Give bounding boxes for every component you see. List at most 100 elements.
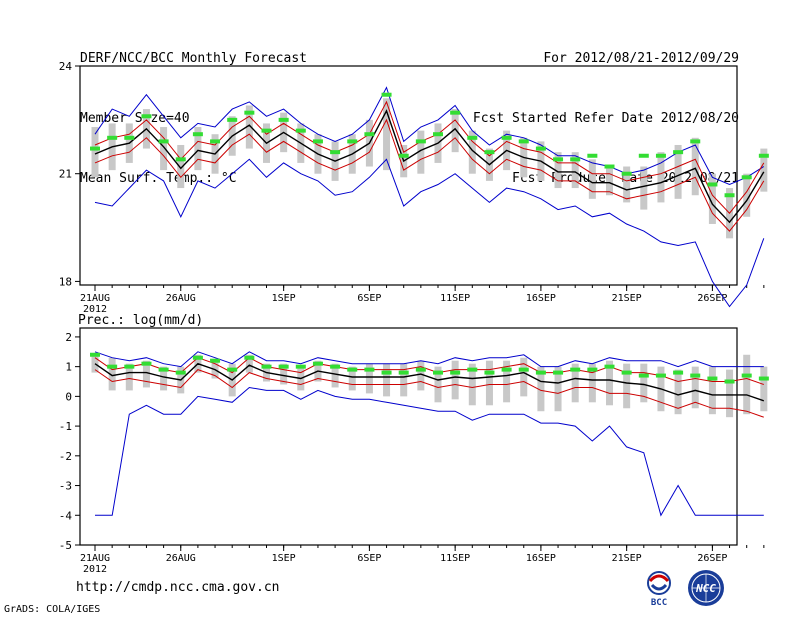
- temp-climate-mark: [278, 117, 289, 122]
- temp-ytick-label: 24: [59, 60, 73, 73]
- temp-ytick-label: 21: [59, 168, 72, 181]
- temp-xtick-label: 11SEP: [440, 293, 470, 304]
- temp-climate-mark: [141, 114, 152, 119]
- temp-spread-box: [245, 105, 253, 149]
- precip-spread-box: [485, 360, 493, 406]
- precip-spread-box: [383, 363, 391, 397]
- precip-climate-mark: [690, 373, 701, 378]
- temp-spread-box: [194, 127, 202, 171]
- precip-climate-mark: [347, 367, 358, 372]
- temp-climate-mark: [621, 171, 632, 176]
- temp-xtick-label: 21SEP: [612, 293, 642, 304]
- temp-climate-mark: [90, 146, 100, 151]
- chart-title: DERF/NCC/BCC Monthly Forecast: [80, 51, 307, 66]
- temp-climate-mark: [210, 139, 221, 144]
- precip-climate-mark: [210, 358, 221, 363]
- logos: BCC NCC: [647, 570, 724, 608]
- precip-spread-box: [160, 366, 168, 391]
- temp-climate-mark: [312, 139, 323, 144]
- precip-lower-spread-line: [94, 369, 764, 418]
- precip-xtick-label: 26SEP: [697, 553, 727, 564]
- temp-climate-mark: [518, 139, 529, 144]
- temp-lower-spread-line: [94, 118, 765, 232]
- temp-spread-box: [657, 152, 665, 203]
- temp-climate-mark: [758, 153, 769, 158]
- temp-spread-box: [91, 127, 99, 178]
- temp-climate-mark: [158, 139, 169, 144]
- temp-ensemble-mean-line: [94, 109, 765, 224]
- temp-climate-mark: [707, 182, 718, 187]
- precip-climate-mark: [158, 367, 169, 372]
- source-url[interactable]: http://cmdp.ncc.cma.gov.cn: [76, 580, 280, 595]
- temp-climate-mark: [175, 157, 186, 162]
- precip-xtick-label: 21AUG: [80, 553, 110, 564]
- precip-spread-box: [606, 360, 613, 406]
- precip-ensemble-mean-line: [94, 362, 765, 402]
- precip-climate-mark: [330, 364, 341, 369]
- precip-climate-mark: [141, 361, 152, 366]
- temp-spread-box: [743, 173, 751, 217]
- precip-climate-mark: [192, 355, 203, 360]
- precip-climate-mark: [90, 352, 100, 357]
- precip-spread-box: [674, 369, 682, 415]
- precip-spread-box: [125, 363, 133, 391]
- precip-spread-box: [417, 360, 425, 391]
- temp-ensemble-max-line: [94, 86, 765, 186]
- precip-spread-box: [588, 363, 596, 403]
- precip-upper-spread-line: [94, 357, 764, 385]
- precip-spread-box: [91, 354, 99, 373]
- precip-ensemble-max-line: [94, 351, 764, 368]
- precip-climate-mark: [467, 367, 478, 372]
- precip-climate-mark: [553, 370, 564, 375]
- precip-spread-box: [108, 357, 116, 391]
- temp-xtick-label: 6SEP: [357, 293, 381, 304]
- precip-xtick-label: 21SEP: [612, 553, 642, 564]
- precip-spread-box: [280, 363, 288, 385]
- temp-ytick-label: 18: [59, 275, 72, 288]
- precip-climate-mark: [604, 364, 615, 369]
- precip-spread-box: [537, 366, 545, 412]
- temp-spread-box: [640, 166, 648, 210]
- precip-spread-box: [760, 366, 768, 412]
- temp-spread-box: [554, 152, 562, 189]
- temp-xtick-label: 16SEP: [526, 293, 556, 304]
- temp-climate-mark: [295, 128, 306, 133]
- precip-ytick-label: 2: [65, 331, 72, 344]
- precip-climate-mark: [398, 370, 409, 375]
- precip-xtick-label: 11SEP: [440, 553, 470, 564]
- precip-climate-mark: [758, 376, 769, 381]
- temp-spread-box: [606, 166, 613, 196]
- temp-climate-mark: [724, 193, 735, 198]
- temp-climate-mark: [570, 157, 581, 162]
- temp-spread-box: [588, 159, 596, 199]
- temp-climate-mark: [741, 175, 752, 180]
- precip-climate-mark: [707, 376, 718, 381]
- precip-climate-mark: [244, 355, 255, 360]
- precip-climate-mark: [587, 367, 598, 372]
- temp-plot-frame: [79, 65, 738, 286]
- precip-spread-box: [623, 363, 631, 409]
- precip-climate-mark: [570, 367, 581, 372]
- temp-spread-box: [708, 173, 716, 224]
- precip-xtick-label: 1SEP: [272, 553, 296, 564]
- temp-climate-mark: [553, 157, 564, 162]
- precip-spread-box: [245, 354, 253, 373]
- temp-climate-mark: [124, 135, 135, 140]
- precip-climate-mark: [415, 367, 426, 372]
- temp-climate-mark: [655, 153, 666, 158]
- temp-climate-mark: [347, 139, 358, 144]
- precip-xtick-label: 6SEP: [357, 553, 381, 564]
- precip-climate-mark: [638, 373, 649, 378]
- temp-climate-mark: [364, 132, 375, 137]
- precip-spread-box: [468, 363, 476, 406]
- precip-climate-mark: [312, 361, 323, 366]
- precip-climate-mark: [501, 367, 512, 372]
- bcc-logo-text: BCC: [651, 598, 667, 608]
- precip-xtick-label: 26AUG: [166, 553, 196, 564]
- precip-spread-box: [451, 360, 459, 400]
- temp-spread-box: [623, 166, 631, 203]
- temp-spread-box: [417, 130, 425, 174]
- precip-xtick-sublabel: 2012: [83, 564, 107, 575]
- precip-climate-mark: [433, 370, 443, 375]
- temp-climate-mark: [467, 135, 478, 140]
